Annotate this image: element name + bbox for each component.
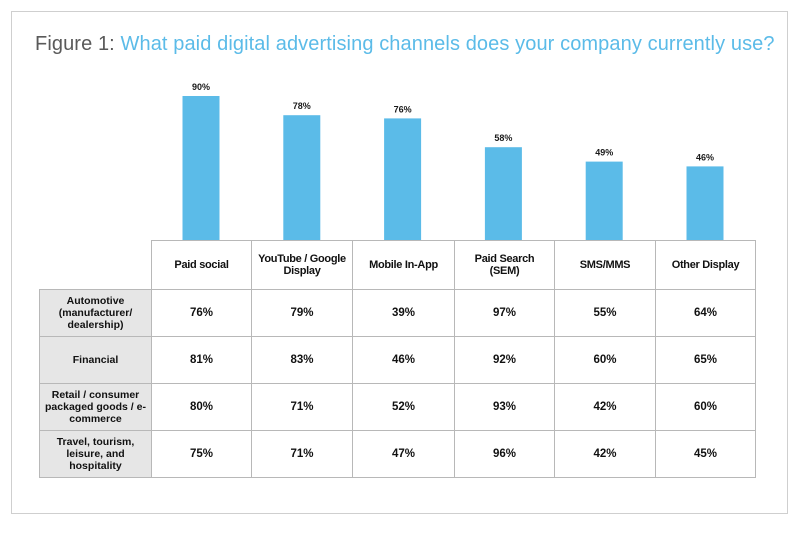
- bar-5: [686, 166, 724, 240]
- column-header: Other Display: [655, 240, 756, 290]
- row-header: Travel, tourism, leisure, and hospitalit…: [39, 430, 152, 478]
- bar-0: [182, 96, 220, 240]
- table-row: Financial 81% 83% 46% 92% 60% 65%: [39, 336, 756, 384]
- table-cell: 97%: [454, 289, 555, 337]
- table-cell: 60%: [655, 383, 756, 431]
- table-cell: 55%: [554, 289, 656, 337]
- figure-prefix: Figure 1:: [35, 33, 115, 55]
- table-cell: 92%: [454, 336, 555, 384]
- table-row: Retail / consumer packaged goods / e-com…: [39, 383, 756, 431]
- table-cell: 42%: [554, 383, 656, 431]
- table-cell: 65%: [655, 336, 756, 384]
- table-row: Automotive (manufacturer/ dealership) 76…: [39, 289, 756, 337]
- table-cell: 42%: [554, 430, 656, 478]
- table-cell: 80%: [151, 383, 252, 431]
- table-cell: 46%: [352, 336, 455, 384]
- column-header: YouTube / Google Display: [251, 240, 353, 290]
- bar-4: [585, 161, 623, 240]
- bar-2: [384, 118, 422, 240]
- column-header: Paid Search (SEM): [454, 240, 555, 290]
- table-cell: 81%: [151, 336, 252, 384]
- table-cell: 60%: [554, 336, 656, 384]
- bar-value-label: 90%: [192, 82, 210, 92]
- figure-title: Figure 1: What paid digital advertising …: [35, 33, 775, 56]
- row-header: Retail / consumer packaged goods / e-com…: [39, 383, 152, 431]
- table-cell: 47%: [352, 430, 455, 478]
- table-cell: 71%: [251, 383, 353, 431]
- bar-1: [283, 115, 321, 240]
- table-cell: 93%: [454, 383, 555, 431]
- table-cell: 79%: [251, 289, 353, 337]
- table-cell: 64%: [655, 289, 756, 337]
- table-corner-cell: [39, 240, 152, 290]
- table-cell: 71%: [251, 430, 353, 478]
- table-cell: 45%: [655, 430, 756, 478]
- bar-value-label: 46%: [696, 152, 714, 162]
- bar-3: [484, 147, 522, 240]
- row-header: Automotive (manufacturer/ dealership): [39, 289, 152, 337]
- table-cell: 75%: [151, 430, 252, 478]
- table-cell: 39%: [352, 289, 455, 337]
- column-header: Paid social: [151, 240, 252, 290]
- table-row: Travel, tourism, leisure, and hospitalit…: [39, 430, 756, 478]
- column-header: Mobile In-App: [352, 240, 455, 290]
- bar-value-label: 58%: [494, 133, 512, 143]
- table-cell: 83%: [251, 336, 353, 384]
- bar-value-label: 49%: [595, 148, 613, 158]
- bar-value-label: 78%: [293, 101, 311, 111]
- bar-value-label: 76%: [394, 104, 412, 114]
- table-header-row: Paid social YouTube / Google Display Mob…: [39, 240, 756, 290]
- table-cell: 52%: [352, 383, 455, 431]
- bar-group: 90% 78% 76% 58% 49% 46%: [182, 82, 724, 240]
- channel-usage-table: Paid social YouTube / Google Display Mob…: [39, 240, 756, 478]
- row-header: Financial: [39, 336, 152, 384]
- column-header: SMS/MMS: [554, 240, 656, 290]
- figure-question: What paid digital advertising channels d…: [120, 33, 775, 55]
- table-cell: 96%: [454, 430, 555, 478]
- table-cell: 76%: [151, 289, 252, 337]
